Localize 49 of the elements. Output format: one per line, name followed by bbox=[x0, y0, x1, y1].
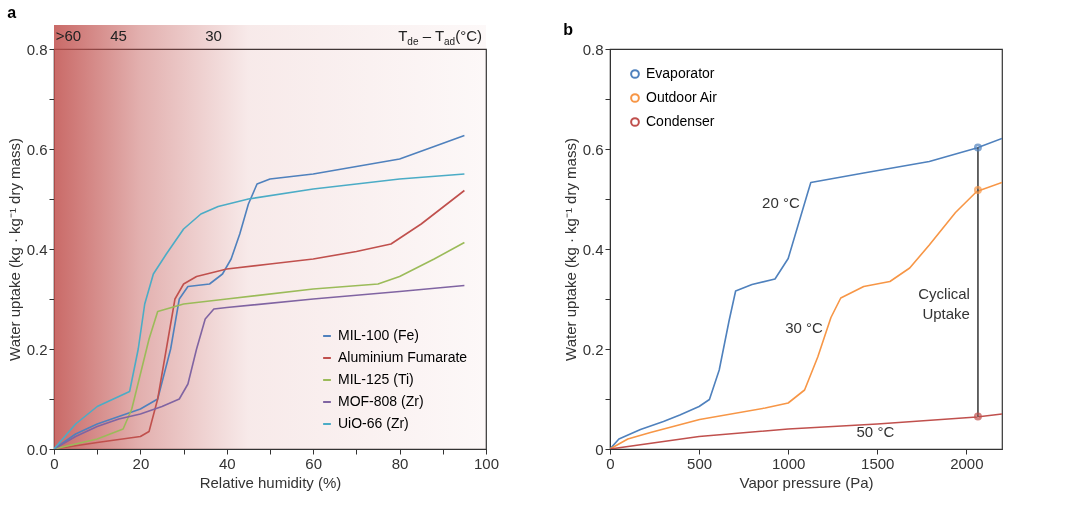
text: T$_{de}$ – T$_{ad}$(°C) bbox=[398, 26, 482, 49]
legend-label: Evaporator bbox=[646, 65, 715, 81]
legend-label: Aluminium Fumarate bbox=[338, 349, 468, 365]
y-tick-label: 0.8 bbox=[26, 40, 48, 58]
annotation: 30 °C bbox=[785, 318, 824, 336]
y-tick-label: 0.6 bbox=[582, 140, 604, 158]
legend-label: UiO-66 (Zr) bbox=[338, 415, 409, 431]
x-tick-label: 40 bbox=[218, 454, 236, 472]
x-tick-label: 1000 bbox=[771, 454, 806, 472]
chart-title: b bbox=[563, 21, 574, 38]
x-tick-label: 60 bbox=[305, 454, 323, 472]
x-tick-label: 500 bbox=[687, 454, 713, 472]
line-series bbox=[54, 241, 466, 449]
annotation: Cyclical Uptake bbox=[918, 285, 970, 322]
chart-title: a bbox=[7, 4, 17, 21]
legend-label: MOF-808 (Zr) bbox=[338, 393, 424, 409]
legend-label: Condenser bbox=[646, 113, 715, 129]
y-tick-label: 0.8 bbox=[582, 40, 604, 58]
y-tick-label: 0.2 bbox=[26, 340, 48, 358]
y-tick-label: 0.0 bbox=[26, 440, 48, 458]
x-tick-label: 0 bbox=[50, 454, 59, 472]
y-tick-label: 0.6 bbox=[26, 140, 48, 158]
x-tick-label: 0 bbox=[606, 454, 615, 472]
x-tick-label: 100 bbox=[473, 454, 500, 472]
x-tick-label: 2000 bbox=[950, 454, 984, 472]
legend-label: Outdoor Air bbox=[646, 89, 718, 105]
legend-label: MIL-125 (Ti) bbox=[338, 371, 414, 387]
y-tick-label: 0 bbox=[595, 440, 604, 458]
y-axis-title: Water uptake (kg · kg⁻¹ dry mass) bbox=[561, 138, 579, 361]
y-tick-label: 0.4 bbox=[582, 240, 604, 258]
y-tick-label: 0.2 bbox=[582, 340, 604, 358]
x-axis-title: Relative humidity (%) bbox=[199, 473, 342, 491]
x-tick-label: 1500 bbox=[861, 454, 895, 472]
legend-label: MIL-100 (Fe) bbox=[338, 327, 419, 343]
text: >60 bbox=[55, 26, 82, 46]
y-tick-label: 0.4 bbox=[26, 240, 48, 258]
x-tick-label: 80 bbox=[391, 454, 409, 472]
annotation: 20 °C bbox=[762, 193, 800, 211]
annotation: 50 °C bbox=[856, 423, 895, 440]
y-axis-title: Water uptake (kg · kg⁻¹ dry mass) bbox=[5, 138, 23, 361]
line-series bbox=[54, 284, 466, 449]
x-tick-label: 20 bbox=[132, 454, 150, 472]
text: 30 bbox=[205, 26, 222, 46]
line-series bbox=[610, 413, 1002, 449]
text: 45 bbox=[110, 26, 127, 46]
x-axis-title: Vapor pressure (Pa) bbox=[739, 473, 874, 491]
point bbox=[973, 186, 982, 194]
point bbox=[973, 143, 982, 152]
point bbox=[973, 412, 982, 421]
